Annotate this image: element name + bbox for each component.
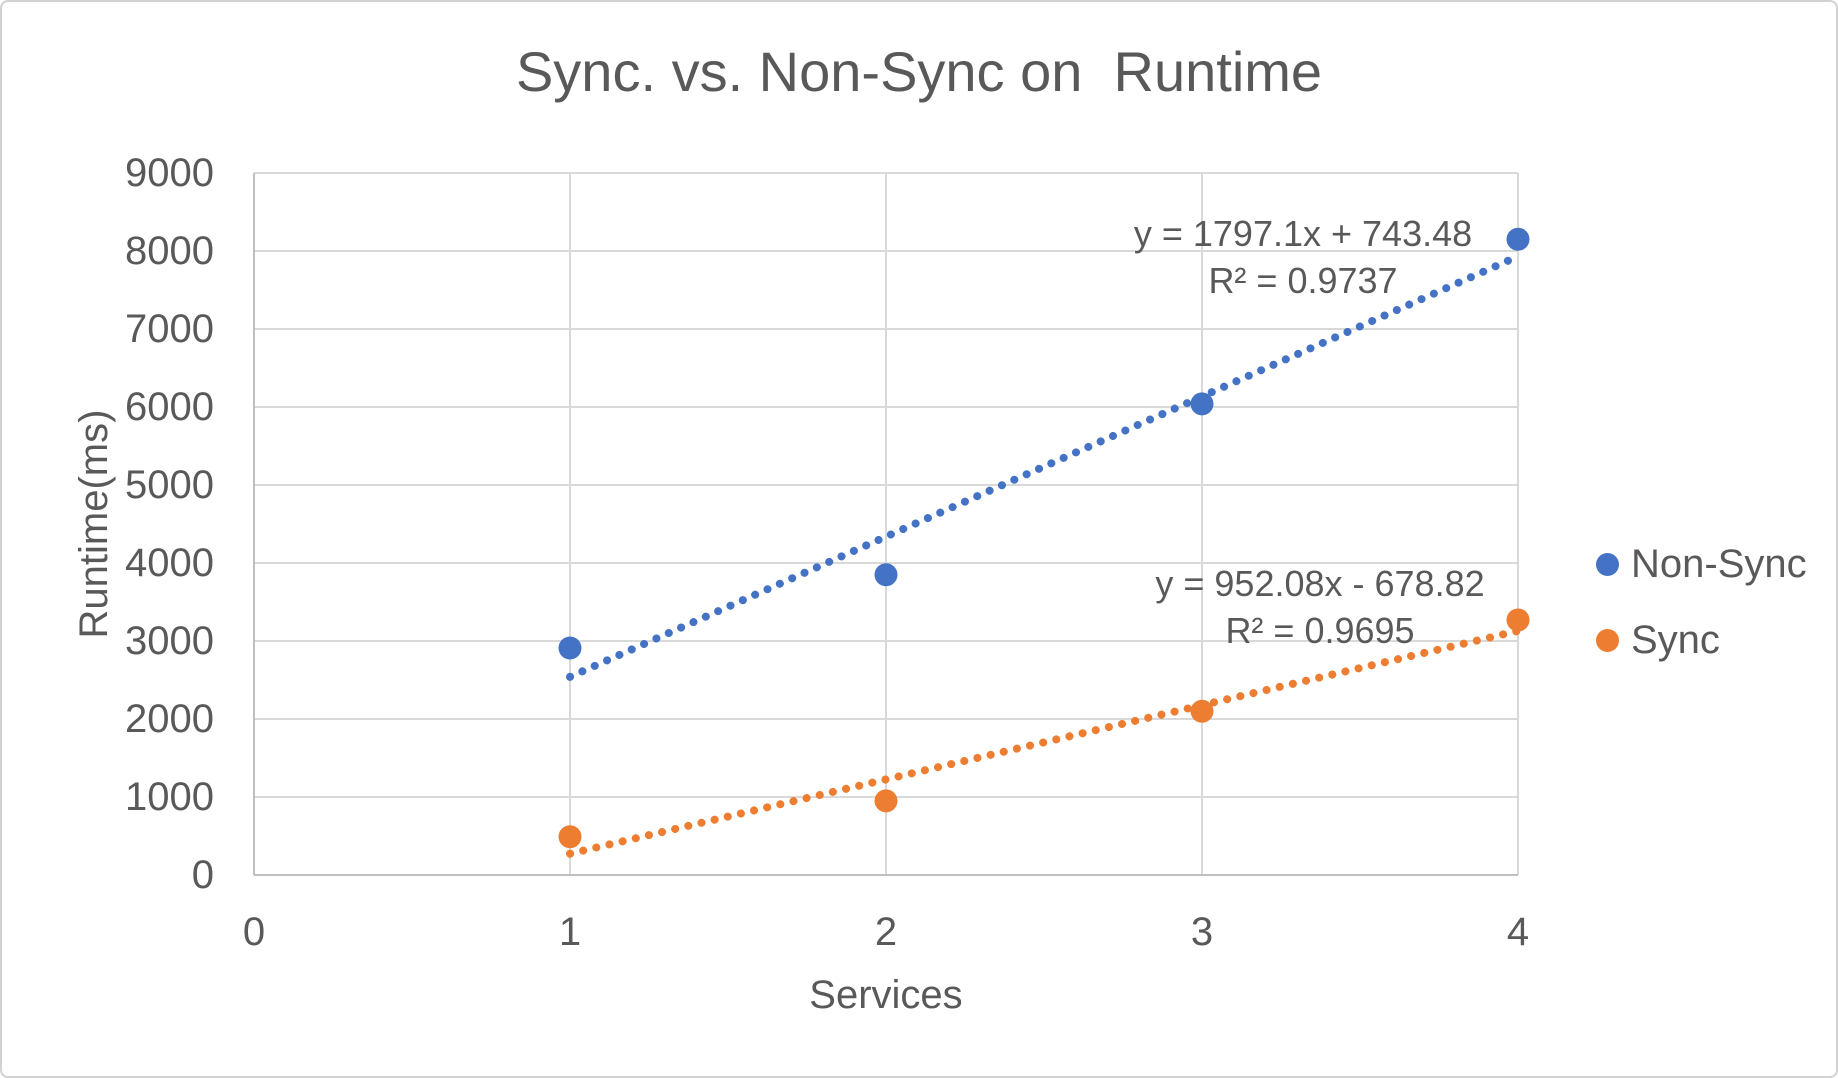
y-tick-label: 9000 <box>125 151 214 195</box>
data-point-sync-x3 <box>1190 699 1214 723</box>
data-point-non-sync-x2 <box>874 563 898 587</box>
trendline-sync <box>566 626 1522 858</box>
x-axis-title: Services <box>809 973 963 1017</box>
trendline-non-sync <box>566 252 1522 681</box>
trendline-equation-non-sync: y = 1797.1x + 743.48 <box>1133 213 1473 254</box>
y-tick-label: 6000 <box>125 385 214 429</box>
x-tick-label: 4 <box>1506 910 1530 954</box>
trendline-r2-non-sync: R² = 0.9737 <box>1208 260 1398 301</box>
y-tick-labels: 0 1000 2000 3000 4000 5000 6000 7000 8000 9000 <box>82 2 214 1076</box>
legend-item-non-sync: Non-Sync <box>1596 542 1807 586</box>
x-tick-label: 3 <box>1190 910 1214 954</box>
y-tick-label: 7000 <box>125 307 214 351</box>
trendline-equation-sync: y = 952.08x - 678.82 <box>1155 563 1485 604</box>
legend-label-non-sync: Non-Sync <box>1631 542 1807 586</box>
legend-marker-sync-icon <box>1596 628 1619 652</box>
trendline-label-sync: y = 952.08x - 678.82 R² = 0.9695 <box>1110 560 1530 654</box>
x-tick-label: 2 <box>874 910 898 954</box>
trendline-label-non-sync: y = 1797.1x + 743.48 R² = 0.9737 <box>1093 210 1513 304</box>
y-tick-label: 8000 <box>125 229 214 273</box>
y-tick-label: 5000 <box>125 463 214 507</box>
trendline-r2-sync: R² = 0.9695 <box>1225 610 1415 651</box>
data-point-sync-x1 <box>558 825 582 849</box>
chart-title: Sync. vs. Non-Sync on Runtime <box>515 40 1323 103</box>
legend-marker-non-sync-icon <box>1596 552 1619 576</box>
y-tick-label: 0 <box>191 853 214 897</box>
legend-item-sync: Sync <box>1596 618 1720 662</box>
y-tick-label: 1000 <box>125 775 214 819</box>
y-tick-label: 4000 <box>125 541 214 585</box>
data-point-non-sync-x3 <box>1190 392 1214 416</box>
data-point-sync-x2 <box>874 789 898 813</box>
x-tick-label: 1 <box>558 910 582 954</box>
y-tick-label: 3000 <box>125 619 214 663</box>
data-point-non-sync-x1 <box>558 636 582 660</box>
legend-label-sync: Sync <box>1631 618 1720 662</box>
y-tick-label: 2000 <box>125 697 214 741</box>
data-point-non-sync-x4 <box>1506 227 1530 251</box>
data-point-sync-x4 <box>1506 608 1530 632</box>
y-axis-title: Runtime(ms) <box>72 409 116 639</box>
x-tick-label: 0 <box>242 910 266 954</box>
